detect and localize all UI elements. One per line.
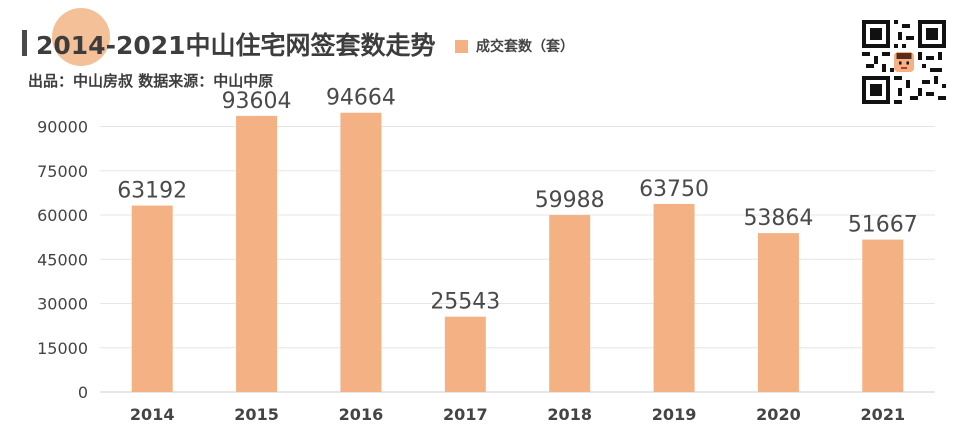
y-tick-label: 15000 [37, 339, 88, 358]
data-label: 53864 [743, 206, 813, 231]
bar [444, 316, 486, 392]
title-accent-bar [22, 30, 27, 56]
legend-swatch [455, 39, 468, 53]
y-tick-label: 90000 [37, 118, 88, 137]
bar [862, 239, 904, 392]
bar [653, 203, 695, 392]
bar [236, 115, 278, 393]
data-label: 25543 [430, 290, 500, 315]
y-tick-label: 75000 [37, 162, 88, 181]
x-tick-label: 2020 [756, 405, 801, 424]
legend: 成交套数（套） [455, 36, 574, 56]
legend-label: 成交套数（套） [476, 39, 574, 55]
data-label: 59988 [535, 188, 605, 213]
data-label: 93604 [222, 89, 292, 114]
bar [340, 112, 382, 392]
bar [757, 233, 799, 392]
y-tick-label: 45000 [37, 250, 88, 269]
data-label: 51667 [848, 213, 918, 238]
x-tick-label: 2016 [339, 405, 384, 424]
bar [131, 205, 173, 392]
x-tick-label: 2015 [234, 405, 279, 424]
x-tick-label: 2021 [861, 405, 906, 424]
data-label: 63192 [117, 179, 187, 204]
x-tick-label: 2019 [652, 405, 697, 424]
x-tick-label: 2018 [547, 405, 592, 424]
data-label: 94664 [326, 86, 396, 111]
x-tick-label: 2017 [443, 405, 488, 424]
y-tick-label: 0 [78, 383, 88, 402]
y-tick-label: 60000 [37, 206, 88, 225]
decorative-circle [52, 8, 110, 66]
x-tick-label: 2014 [130, 405, 175, 424]
chart-subtitle: 出品：中山房叔 数据来源：中山中原 [28, 72, 274, 90]
chart-title: 2014-2021中山住宅网签套数走势 [36, 31, 436, 60]
bar [549, 215, 591, 392]
y-tick-label: 30000 [37, 295, 88, 314]
qr-code-icon [862, 20, 946, 104]
data-label: 63750 [639, 177, 709, 202]
